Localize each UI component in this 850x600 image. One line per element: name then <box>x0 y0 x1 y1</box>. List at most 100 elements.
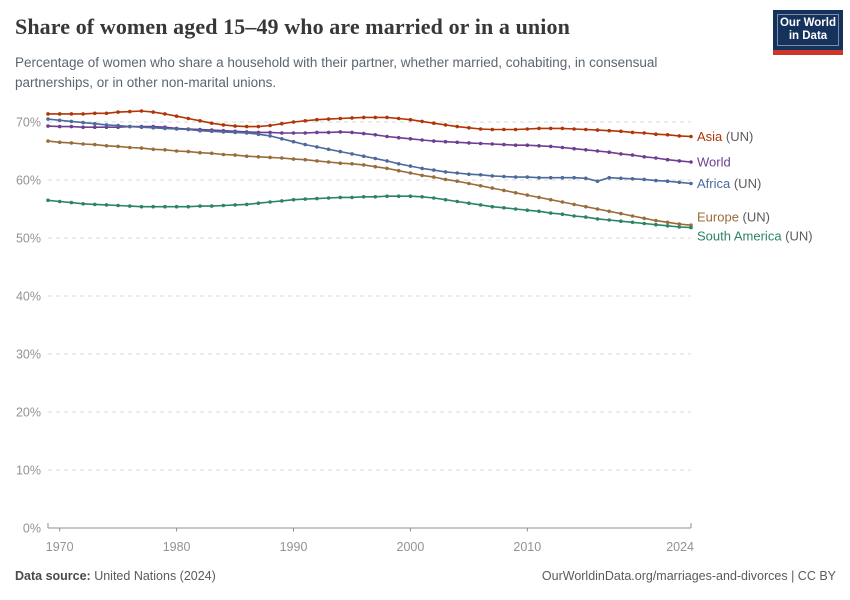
data-point[interactable] <box>420 138 424 142</box>
data-point[interactable] <box>244 154 249 158</box>
data-point[interactable] <box>560 212 565 216</box>
data-point[interactable] <box>630 214 635 218</box>
data-point[interactable] <box>221 152 226 157</box>
data-point[interactable] <box>350 130 354 135</box>
data-point[interactable] <box>502 127 506 132</box>
data-point[interactable] <box>396 116 401 121</box>
data-point[interactable] <box>525 208 530 212</box>
data-point[interactable] <box>303 142 308 147</box>
data-point[interactable] <box>607 150 611 154</box>
data-point[interactable] <box>291 120 296 124</box>
data-point[interactable] <box>584 215 588 219</box>
data-point[interactable] <box>174 149 179 153</box>
data-point[interactable] <box>81 125 85 129</box>
data-point[interactable] <box>280 156 284 160</box>
data-point[interactable] <box>373 164 378 169</box>
data-point[interactable] <box>607 218 611 222</box>
data-point[interactable] <box>104 111 109 116</box>
data-point[interactable] <box>361 131 366 136</box>
data-point[interactable] <box>548 126 553 131</box>
data-point[interactable] <box>654 222 658 227</box>
data-point[interactable] <box>198 128 202 133</box>
data-point[interactable] <box>548 175 553 180</box>
data-point[interactable] <box>57 140 62 145</box>
data-point[interactable] <box>513 191 518 195</box>
data-point[interactable] <box>69 124 74 129</box>
data-point[interactable] <box>256 124 261 129</box>
data-point[interactable] <box>478 173 483 177</box>
data-point[interactable] <box>139 125 144 129</box>
data-point[interactable] <box>361 195 366 199</box>
data-point[interactable] <box>69 200 74 205</box>
data-point[interactable] <box>174 204 179 209</box>
data-point[interactable] <box>455 140 460 145</box>
data-point[interactable] <box>654 132 658 136</box>
data-point[interactable] <box>57 118 62 123</box>
series-south-america[interactable] <box>46 194 693 230</box>
data-point[interactable] <box>420 166 424 171</box>
data-point[interactable] <box>689 225 693 230</box>
data-point[interactable] <box>572 127 576 131</box>
data-point[interactable] <box>490 186 495 190</box>
data-point[interactable] <box>151 204 155 209</box>
data-point[interactable] <box>478 203 483 207</box>
data-point[interactable] <box>221 203 226 208</box>
data-point[interactable] <box>46 124 50 128</box>
data-point[interactable] <box>233 130 237 135</box>
data-point[interactable] <box>221 130 226 134</box>
data-point[interactable] <box>116 110 120 114</box>
data-point[interactable] <box>163 204 167 209</box>
data-point[interactable] <box>630 220 635 225</box>
data-point[interactable] <box>665 157 670 162</box>
data-point[interactable] <box>326 196 331 200</box>
data-point[interactable] <box>408 137 413 141</box>
data-point[interactable] <box>350 116 354 120</box>
data-point[interactable] <box>93 111 97 116</box>
data-point[interactable] <box>502 188 506 193</box>
data-point[interactable] <box>408 164 413 168</box>
data-point[interactable] <box>619 219 623 223</box>
data-point[interactable] <box>326 160 331 164</box>
data-point[interactable] <box>151 147 155 152</box>
data-point[interactable] <box>654 156 658 160</box>
series-label-asia[interactable]: Asia (UN) <box>697 129 753 144</box>
data-point[interactable] <box>654 178 658 183</box>
data-point[interactable] <box>326 117 331 121</box>
data-point[interactable] <box>81 202 85 206</box>
data-point[interactable] <box>408 117 413 122</box>
data-point[interactable] <box>502 142 506 147</box>
data-point[interactable] <box>209 121 214 125</box>
data-point[interactable] <box>642 155 646 159</box>
data-point[interactable] <box>373 115 378 120</box>
data-point[interactable] <box>665 220 670 225</box>
data-point[interactable] <box>198 150 202 155</box>
data-point[interactable] <box>93 202 97 207</box>
data-point[interactable] <box>525 127 530 131</box>
data-point[interactable] <box>81 112 85 116</box>
data-point[interactable] <box>139 146 144 150</box>
data-point[interactable] <box>420 195 424 199</box>
series-label-south-america[interactable]: South America (UN) <box>697 228 813 243</box>
data-point[interactable] <box>338 130 343 134</box>
data-point[interactable] <box>93 125 97 129</box>
data-point[interactable] <box>490 127 495 132</box>
data-point[interactable] <box>595 179 600 183</box>
data-point[interactable] <box>595 217 600 221</box>
data-point[interactable] <box>548 197 553 202</box>
data-point[interactable] <box>268 123 272 128</box>
data-point[interactable] <box>467 126 471 130</box>
data-point[interactable] <box>128 109 132 114</box>
data-point[interactable] <box>198 119 202 123</box>
data-point[interactable] <box>677 180 682 185</box>
series-asia[interactable] <box>46 109 693 139</box>
series-africa[interactable] <box>46 117 693 186</box>
data-point[interactable] <box>350 162 354 166</box>
owid-logo[interactable]: Our World in Data <box>773 10 843 55</box>
series-label-africa[interactable]: Africa (UN) <box>697 176 761 191</box>
data-point[interactable] <box>163 112 167 116</box>
data-point[interactable] <box>455 179 460 183</box>
data-point[interactable] <box>350 195 354 200</box>
data-point[interactable] <box>560 175 565 180</box>
data-point[interactable] <box>548 144 553 149</box>
data-point[interactable] <box>443 197 448 202</box>
